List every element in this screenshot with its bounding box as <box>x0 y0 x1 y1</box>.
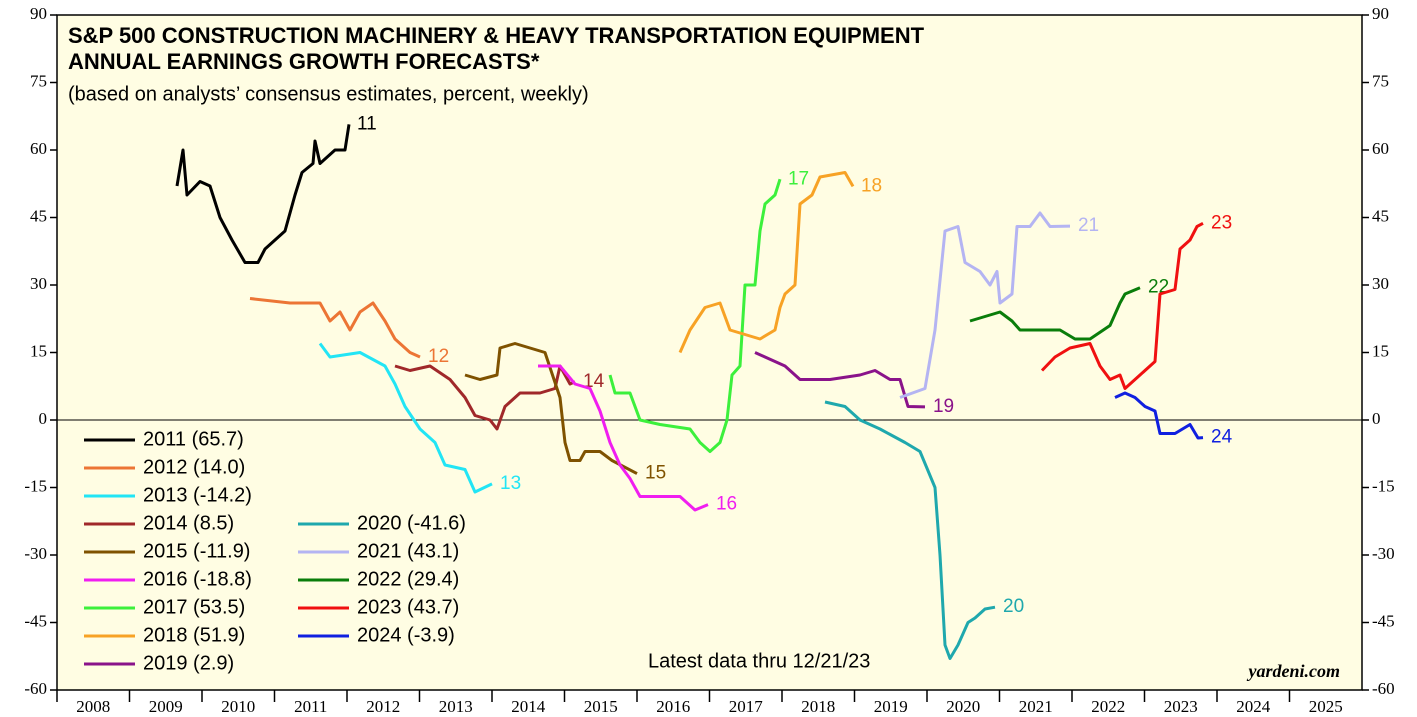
x-tick-label: 2016 <box>656 697 690 716</box>
y-tick-label: -15 <box>24 476 47 495</box>
y2-tick-label: 15 <box>1372 341 1389 360</box>
series-line <box>969 286 1141 341</box>
series-line <box>754 351 926 409</box>
y2-tick-label: -15 <box>1372 476 1395 495</box>
legend-label: 2023 (43.7) <box>357 596 459 618</box>
series-line <box>1040 221 1204 390</box>
y2-tick-label: 30 <box>1372 274 1389 293</box>
x-tick-label: 2010 <box>221 697 255 716</box>
y-tick-label: 60 <box>30 139 47 158</box>
legend-label: 2020 (-41.6) <box>357 512 466 534</box>
y-tick-label: -45 <box>24 611 47 630</box>
legend-label: 2013 (-14.2) <box>143 484 252 506</box>
y2-tick-label: -45 <box>1372 611 1395 630</box>
y2-tick-label: -60 <box>1372 679 1395 698</box>
x-tick-label: 2022 <box>1091 697 1125 716</box>
series-end-label: 20 <box>1003 596 1024 617</box>
y2-tick-label: 60 <box>1372 139 1389 158</box>
y2-tick-label: 75 <box>1372 71 1389 90</box>
series-end-label: 15 <box>645 463 666 484</box>
y2-tick-label: -30 <box>1372 544 1395 563</box>
series-line <box>1114 391 1204 440</box>
legend-label: 2017 (53.5) <box>143 596 245 618</box>
x-tick-label: 2018 <box>801 697 835 716</box>
x-tick-label: 2020 <box>946 697 980 716</box>
y-tick-label: 45 <box>30 206 47 225</box>
x-tick-label: 2023 <box>1164 697 1198 716</box>
series-end-label: 12 <box>428 346 449 367</box>
series-line <box>678 171 855 354</box>
x-tick-label: 2008 <box>76 697 110 716</box>
x-tick-label: 2025 <box>1309 697 1343 716</box>
legend-label: 2024 (-3.9) <box>357 624 455 646</box>
series-end-label: 18 <box>861 175 882 196</box>
annotation: Latest data thru 12/21/23 <box>648 650 870 672</box>
series-line <box>899 211 1071 399</box>
source: yardeni.com <box>1247 661 1341 681</box>
series-line <box>538 364 709 512</box>
y2-tick-label: 0 <box>1372 409 1381 428</box>
x-tick-label: 2015 <box>584 697 618 716</box>
x-tick-label: 2019 <box>874 697 908 716</box>
y-tick-label: -60 <box>24 679 47 698</box>
x-tick-label: 2017 <box>729 697 764 716</box>
legend-label: 2012 (14.0) <box>143 456 245 478</box>
legend-label: 2015 (-11.9) <box>143 540 250 562</box>
legend-label: 2018 (51.9) <box>143 624 245 646</box>
series-line <box>249 297 421 359</box>
legend-label: 2021 (43.1) <box>357 540 459 562</box>
series-line <box>824 400 996 660</box>
series-end-label: 11 <box>357 113 377 134</box>
y-tick-label: 75 <box>30 71 47 90</box>
legend-label: 2019 (2.9) <box>143 652 234 674</box>
y-tick-label: 15 <box>30 341 47 360</box>
x-tick-label: 2009 <box>149 697 183 716</box>
chart-title: S&P 500 CONSTRUCTION MACHINERY & HEAVY T… <box>68 23 925 48</box>
series-line <box>464 342 638 475</box>
legend-label: 2022 (29.4) <box>357 568 459 590</box>
y-tick-label: 30 <box>30 274 47 293</box>
chart-title: ANNUAL EARNINGS GROWTH FORECASTS* <box>68 49 540 74</box>
y-tick-label: 90 <box>30 4 47 23</box>
subtitle: (based on analysts’ consensus estimates,… <box>68 83 589 105</box>
series-end-label: 16 <box>716 494 737 515</box>
series-line <box>394 364 576 431</box>
x-tick-label: 2014 <box>511 697 546 716</box>
x-tick-label: 2011 <box>294 697 327 716</box>
series-end-label: 24 <box>1211 427 1233 448</box>
series-line <box>318 342 493 494</box>
x-tick-label: 2013 <box>439 697 473 716</box>
series-end-label: 17 <box>788 168 809 189</box>
y2-tick-label: 90 <box>1372 4 1389 23</box>
plot-area <box>56 14 1363 691</box>
series-end-label: 23 <box>1211 212 1232 233</box>
series-end-label: 19 <box>933 396 954 417</box>
series-end-label: 21 <box>1078 215 1099 236</box>
legend-label: 2014 (8.5) <box>143 512 234 534</box>
legend-label: 2011 (65.7) <box>143 428 244 450</box>
series-line <box>175 124 351 264</box>
series-end-label: 13 <box>500 473 521 494</box>
x-tick-label: 2012 <box>366 697 400 716</box>
y2-tick-label: 45 <box>1372 206 1389 225</box>
series-line <box>608 178 782 453</box>
x-tick-label: 2024 <box>1236 697 1271 716</box>
legend-label: 2016 (-18.8) <box>143 568 252 590</box>
y-tick-label: 0 <box>39 409 48 428</box>
y-tick-label: -30 <box>24 544 47 563</box>
x-tick-label: 2021 <box>1019 697 1053 716</box>
